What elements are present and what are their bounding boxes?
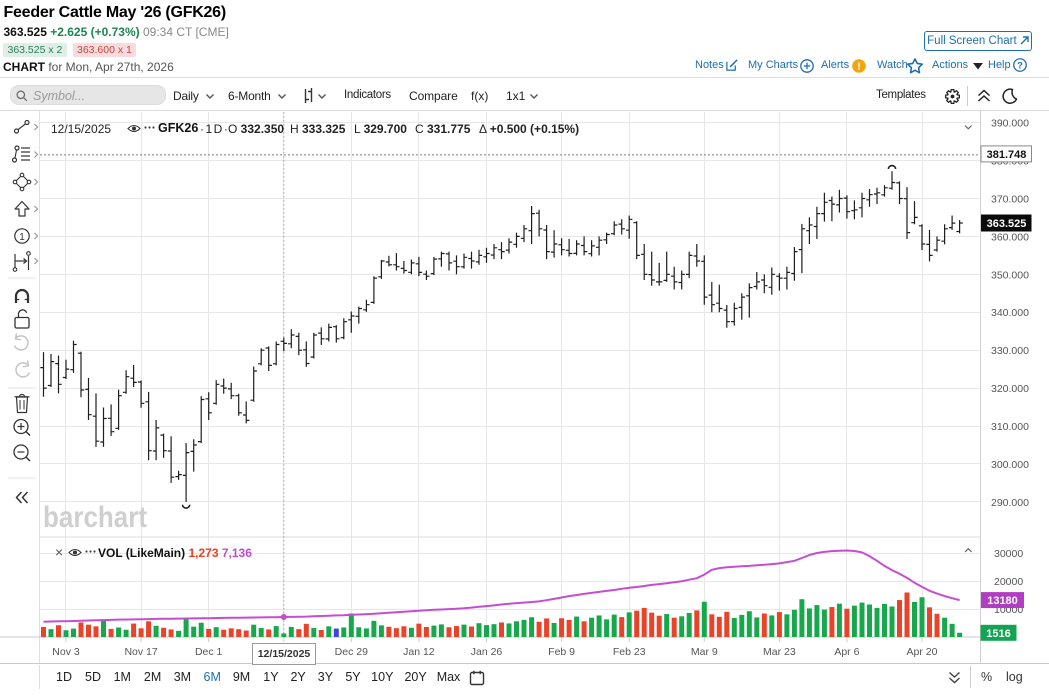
svg-text:330.000: 330.000 — [991, 345, 1029, 357]
svg-text:Dec 29: Dec 29 — [335, 646, 368, 658]
svg-text:1: 1 — [19, 232, 25, 243]
svg-text:?: ? — [1017, 60, 1023, 70]
svg-text:30000: 30000 — [994, 548, 1023, 560]
svg-text:!: ! — [857, 60, 861, 72]
svg-text:Nov 3: Nov 3 — [52, 646, 80, 658]
svg-text:340.000: 340.000 — [991, 307, 1029, 319]
svg-text:290.000: 290.000 — [991, 497, 1029, 509]
svg-text:Nov 17: Nov 17 — [124, 646, 157, 658]
svg-text:13180: 13180 — [987, 595, 1018, 607]
svg-text:Jan 26: Jan 26 — [471, 646, 503, 658]
svg-text:300.000: 300.000 — [991, 459, 1029, 471]
svg-text:Dec 1: Dec 1 — [195, 646, 223, 658]
svg-text:350.000: 350.000 — [991, 269, 1029, 281]
svg-text:Apr 20: Apr 20 — [907, 646, 938, 658]
svg-text:370.000: 370.000 — [991, 194, 1029, 206]
svg-text:360.000: 360.000 — [991, 231, 1029, 243]
svg-text:381.748: 381.748 — [987, 149, 1027, 161]
svg-text:Feb 9: Feb 9 — [548, 646, 575, 658]
svg-text:363.525: 363.525 — [987, 218, 1027, 230]
svg-text:Mar 9: Mar 9 — [691, 646, 718, 658]
svg-text:390.000: 390.000 — [991, 118, 1029, 130]
svg-text:barchart: barchart — [43, 501, 147, 534]
svg-text:Jan 12: Jan 12 — [403, 646, 435, 658]
svg-text:Mar 23: Mar 23 — [763, 646, 796, 658]
svg-text:320.000: 320.000 — [991, 383, 1029, 395]
svg-text:310.000: 310.000 — [991, 421, 1029, 433]
svg-text:Feb 23: Feb 23 — [613, 646, 646, 658]
svg-text:Apr 6: Apr 6 — [834, 646, 859, 658]
svg-text:20000: 20000 — [994, 576, 1023, 588]
svg-text:1516: 1516 — [986, 628, 1010, 640]
